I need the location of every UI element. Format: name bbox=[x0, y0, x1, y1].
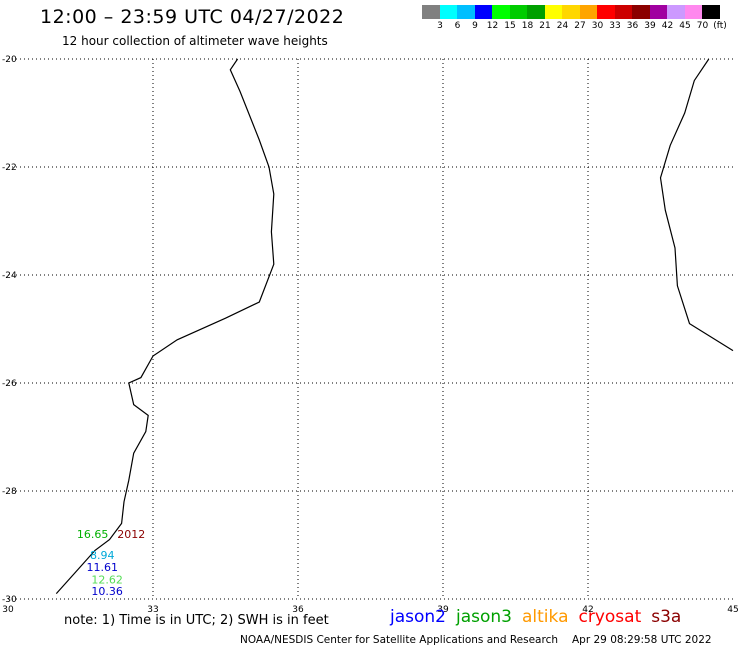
colorbar-tick-label: 30 bbox=[591, 21, 604, 31]
satellite-legend-item: s3a bbox=[651, 607, 682, 627]
colorbar-tick-label: 36 bbox=[626, 21, 639, 31]
colorbar-swatch bbox=[439, 5, 457, 19]
colorbar-tick-label: 42 bbox=[661, 21, 674, 31]
colorbar-tick-label: 21 bbox=[539, 21, 551, 31]
wave-height-value: 12.62 bbox=[91, 573, 123, 586]
longitude-label: 42 bbox=[582, 605, 593, 615]
latitude-label: -28 bbox=[2, 487, 17, 497]
note-text: note: 1) Time is in UTC; 2) SWH is in fe… bbox=[64, 613, 329, 628]
wave-height-value: 16.65 bbox=[77, 528, 109, 541]
satellite-legend: jason2 jason3 altika cryosat s3a bbox=[390, 607, 691, 627]
colorbar-tick-label: 3 bbox=[437, 21, 443, 31]
colorbar-tick-label: 39 bbox=[644, 21, 656, 31]
colorbar-swatch bbox=[597, 5, 615, 19]
colorbar-swatch bbox=[422, 5, 440, 19]
colorbar-swatch bbox=[457, 5, 475, 19]
colorbar-tick-label: 24 bbox=[556, 21, 569, 31]
colorbar-tick-label: 6 bbox=[454, 21, 461, 31]
colorbar-swatch bbox=[544, 5, 562, 19]
colorbar-tick-label: 45 bbox=[679, 21, 691, 31]
colorbar-swatch bbox=[509, 5, 527, 19]
colorbar-swatch bbox=[667, 5, 685, 19]
colorbar-swatch bbox=[614, 5, 632, 19]
colorbar-tick-labels: 3 6 9 12 15 18 21 24 27 30 33 36 39 42 45 70 (ft) bbox=[422, 21, 740, 35]
colorbar-swatch bbox=[649, 5, 667, 19]
colorbar-tick-label: 15 bbox=[504, 21, 516, 31]
colorbar-swatch bbox=[492, 5, 510, 19]
colorbar-tick-label: 18 bbox=[521, 21, 534, 31]
wave-height-value: 8.94 bbox=[90, 549, 115, 562]
page-subtitle: 12 hour collection of altimeter wave hei… bbox=[62, 34, 328, 48]
longitude-label: 39 bbox=[437, 605, 449, 615]
colorbar-unit-label: (ft) bbox=[713, 21, 727, 31]
colorbar-swatch bbox=[632, 5, 650, 19]
latitude-label: -20 bbox=[2, 55, 17, 65]
footer-credit: NOAA/NESDIS Center for Satellite Applica… bbox=[240, 634, 712, 646]
latitude-label: -26 bbox=[2, 379, 17, 389]
coastline-africa bbox=[55, 58, 275, 595]
satellite-legend-item: altika bbox=[522, 607, 569, 627]
longitude-label: 30 bbox=[2, 605, 14, 615]
colorbar-tick-label: 27 bbox=[574, 21, 586, 31]
colorbar-swatch bbox=[474, 5, 492, 19]
colorbar-tick-label: 12 bbox=[486, 21, 499, 31]
satellite-legend-item: jason2 bbox=[390, 607, 446, 627]
colorbar-swatch bbox=[579, 5, 597, 19]
longitude-label: 36 bbox=[292, 605, 304, 615]
credit-text: NOAA/NESDIS Center for Satellite Applica… bbox=[240, 634, 558, 646]
longitude-label: 33 bbox=[147, 605, 158, 615]
colorbar-swatch bbox=[527, 5, 545, 19]
colorbar-tick-label: 33 bbox=[609, 21, 621, 31]
colorbar-tick-label: 9 bbox=[472, 21, 478, 31]
latitude-label: -30 bbox=[2, 595, 17, 605]
wave-height-colorbar bbox=[422, 5, 720, 19]
page-title: 12:00 – 23:59 UTC 04/27/2022 bbox=[40, 6, 345, 28]
generation-timestamp: Apr 29 08:29:58 UTC 2022 bbox=[572, 634, 712, 646]
coastline-madagascar bbox=[659, 58, 734, 352]
colorbar-swatch bbox=[562, 5, 580, 19]
satellite-legend-item: jason3 bbox=[456, 607, 512, 627]
wave-height-value: 11.61 bbox=[87, 561, 119, 574]
colorbar-swatch bbox=[702, 5, 720, 19]
wave-height-value: 2012 bbox=[117, 528, 145, 541]
colorbar-swatch bbox=[684, 5, 702, 19]
longitude-label: 45 bbox=[727, 605, 738, 615]
latitude-label: -24 bbox=[2, 271, 17, 281]
colorbar-tick-label: 70 bbox=[696, 21, 709, 31]
satellite-legend-item: cryosat bbox=[578, 607, 642, 627]
wave-height-value: 10.36 bbox=[91, 585, 123, 598]
latitude-label: -22 bbox=[2, 163, 17, 173]
